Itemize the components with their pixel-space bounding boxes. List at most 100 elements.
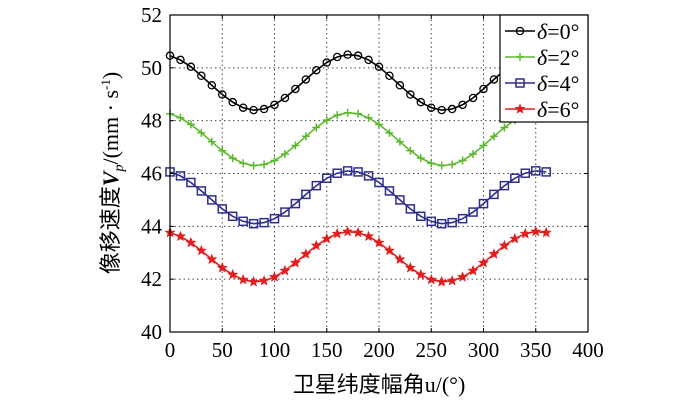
data-point xyxy=(291,141,300,150)
data-point xyxy=(458,100,467,110)
data-point xyxy=(416,154,425,163)
data-point xyxy=(195,244,207,256)
data-point xyxy=(427,159,436,168)
data-point xyxy=(385,71,394,81)
data-point xyxy=(249,161,258,170)
data-point xyxy=(343,50,352,59)
data-point xyxy=(237,273,249,285)
data-point xyxy=(425,273,437,285)
legend-box xyxy=(499,14,589,123)
data-point xyxy=(479,141,488,150)
data-point xyxy=(457,271,469,282)
data-point xyxy=(374,62,384,72)
data-point xyxy=(352,226,364,238)
legend-label: δ=6° xyxy=(537,97,579,122)
legend-label: δ=2° xyxy=(537,45,579,70)
data-point xyxy=(448,160,457,169)
data-point xyxy=(310,239,322,251)
data-point xyxy=(375,120,383,129)
data-point xyxy=(447,217,457,228)
data-point xyxy=(176,113,185,122)
data-point xyxy=(416,211,426,222)
series-line xyxy=(169,170,547,225)
data-point xyxy=(321,232,333,244)
data-point xyxy=(500,123,509,132)
data-point xyxy=(176,55,185,65)
x-tick-label: 150 xyxy=(311,338,343,362)
legend-marker xyxy=(515,78,525,88)
data-point xyxy=(312,123,321,132)
grid xyxy=(170,15,588,332)
data-point xyxy=(364,113,373,122)
data-point xyxy=(406,146,415,155)
ticks: 0 50 100 150 200 250 300 350 400 40 42 44 46 48 50 52 xyxy=(141,3,604,362)
data-point xyxy=(447,104,457,114)
data-point xyxy=(186,62,196,72)
data-point xyxy=(186,120,195,129)
data-point xyxy=(333,111,342,120)
series-square xyxy=(165,166,551,229)
data-point xyxy=(291,84,300,94)
data-point xyxy=(322,116,331,125)
data-point xyxy=(354,109,363,118)
data-point xyxy=(279,264,291,276)
data-point xyxy=(426,216,436,227)
data-point xyxy=(259,104,269,114)
data-point xyxy=(175,171,186,181)
data-point xyxy=(436,218,447,229)
legend-label: δ=0° xyxy=(537,19,579,44)
data-point xyxy=(374,177,384,188)
series-plus xyxy=(166,108,551,170)
data-point xyxy=(489,189,499,200)
data-point xyxy=(331,227,343,239)
data-point xyxy=(499,180,510,191)
data-point xyxy=(467,264,479,276)
series-line xyxy=(169,230,547,283)
x-tick-label: 100 xyxy=(259,338,291,362)
data-point xyxy=(332,168,342,178)
data-point xyxy=(249,105,258,115)
data-point xyxy=(353,167,363,177)
data-point xyxy=(301,75,311,84)
data-point xyxy=(196,186,207,196)
y-tick-label: 42 xyxy=(141,267,162,291)
data-point xyxy=(217,204,227,214)
data-point xyxy=(227,268,239,280)
data-point xyxy=(239,159,248,168)
data-point xyxy=(510,173,520,184)
data-point xyxy=(446,274,458,286)
data-point xyxy=(437,161,446,170)
data-point xyxy=(342,166,353,176)
data-point xyxy=(268,271,281,282)
x-tick-label: 200 xyxy=(363,338,395,362)
data-point xyxy=(312,65,321,75)
data-point xyxy=(479,84,488,94)
data-point xyxy=(394,253,406,265)
series-circle xyxy=(165,50,551,115)
y-tick-label: 40 xyxy=(141,320,162,344)
data-point xyxy=(373,236,385,248)
data-point xyxy=(395,81,405,90)
data-point xyxy=(531,166,541,176)
data-point xyxy=(290,198,301,209)
legend-label: δ=4° xyxy=(537,71,579,96)
data-point xyxy=(258,274,270,286)
data-point xyxy=(238,216,248,227)
data-point xyxy=(332,52,342,62)
y-tick-label: 50 xyxy=(141,56,162,80)
data-point xyxy=(353,51,363,60)
data-point xyxy=(197,128,206,137)
data-point xyxy=(384,186,395,196)
data-point xyxy=(207,81,217,90)
data-point xyxy=(363,171,374,181)
data-point xyxy=(458,156,467,165)
data-point xyxy=(259,217,269,228)
data-point xyxy=(248,218,259,229)
data-point xyxy=(311,180,322,191)
data-point xyxy=(498,239,510,251)
data-point xyxy=(520,168,531,178)
y-tick-label: 48 xyxy=(141,109,162,133)
x-tick-label: 350 xyxy=(520,338,552,362)
data-point xyxy=(289,257,301,268)
